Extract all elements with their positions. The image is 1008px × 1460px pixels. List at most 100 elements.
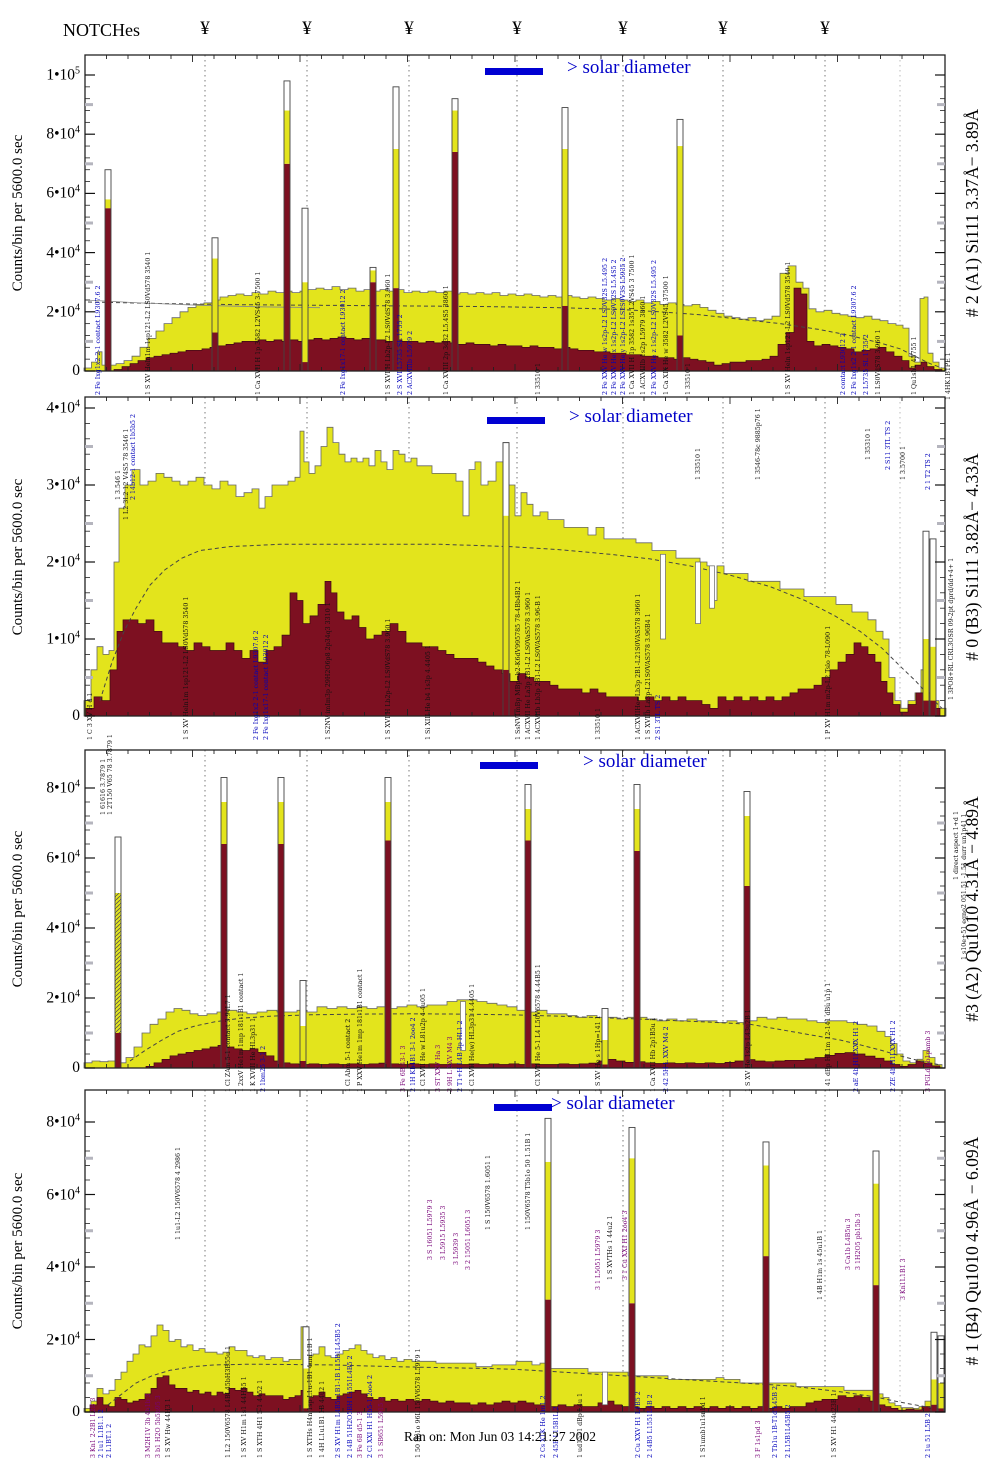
line-annotation: 1 P XV H1m m2p-L2 Tslo 78-L090 1	[825, 626, 832, 740]
line-annotation: 1 33510 1	[595, 708, 602, 740]
ytick-label: 2•104	[46, 552, 80, 571]
ytick-exponent: 4	[75, 243, 80, 255]
line-annotation: 1 35310 1	[865, 428, 872, 460]
spike-core	[634, 851, 640, 1068]
notch-yen-symbol: ¥	[404, 18, 414, 39]
spike-core	[452, 151, 458, 371]
spike-mid	[300, 1026, 306, 1061]
notch-yen-symbol: ¥	[820, 18, 830, 39]
line-annotation: 1 3546-78c 9885p76 1	[755, 408, 762, 480]
line-annotation: 2 Fe Ixg1x17-1 contact L93012 2	[263, 635, 270, 740]
ytick-exponent: 5	[75, 65, 80, 77]
line-annotation: 1 S XV He s 1Hp=141 1	[595, 1015, 602, 1092]
line-annotation: 3 9H L XXV M4 3	[447, 1036, 454, 1092]
spike-mid	[221, 802, 227, 844]
line-annotation: 1 S XVIIb La3p-L21S0VAS578 3.96B4 1	[645, 613, 652, 740]
line-annotation: 3 Ca1b L4B5u 3	[845, 1218, 852, 1270]
spike-mid	[763, 1165, 769, 1257]
panel-4-dark-histogram	[89, 1375, 939, 1413]
spike-mid	[525, 809, 531, 841]
spike-tip	[562, 107, 568, 149]
spike-tip	[221, 777, 227, 802]
line-annotation: 1 L2 3L2 12 V4S5 78 3546 1	[123, 429, 130, 520]
ytick-label: 3•104	[46, 475, 80, 494]
line-annotation: 1 Si XIII He b4 1s3p 4.4405 1	[425, 645, 432, 740]
notch-yen-symbol: ¥	[618, 18, 628, 39]
line-annotation: 1 3PO8+RL CRL3OSR 09-2pt dprd/dd+4+ 1	[948, 558, 955, 700]
line-annotation: 1 41 dBp HL1m 12-141 dBu u1p 1	[825, 983, 832, 1092]
line-annotation: 1 S XVTHs 1 44u2 1	[607, 1216, 614, 1280]
spike-mid	[930, 646, 936, 701]
line-annotation: 1 ACXVII He La3p 2B1-L2 LS0VaS578 3.960 …	[525, 592, 532, 740]
line-annotation: 2 contact L93012 2	[840, 333, 847, 395]
line-annotation: 2 45B L15B1L 2	[553, 1406, 560, 1458]
spike-core	[938, 1408, 944, 1412]
line-annotation: 2 S XVI L5735 SL 1735 2	[397, 314, 404, 395]
spike-tip	[284, 80, 290, 111]
ytick-exponent: 4	[75, 475, 80, 487]
spike-core	[115, 1033, 121, 1068]
line-annotation: 3 S 16051 L5979 3	[427, 1199, 434, 1260]
spike-core	[284, 163, 290, 371]
line-annotation: 2 14b12-1 contact 1b5b5 2	[130, 414, 137, 500]
line-annotation: 3 Fe 6B d5-1 3	[357, 1411, 364, 1458]
spike-tip	[923, 531, 929, 639]
spike-tip	[525, 784, 531, 809]
spike-tip	[303, 1326, 309, 1369]
ytick-label: 0	[72, 362, 80, 379]
spike-core	[221, 844, 227, 1068]
ytick-label: 0	[72, 1403, 80, 1420]
spike-core	[370, 282, 376, 371]
panel-2-dashed-curve	[99, 543, 943, 709]
spike-core	[303, 1408, 309, 1412]
line-annotation: 2 Cs XTK He 1m1 2	[540, 1395, 547, 1458]
ytick-exponent: 4	[75, 918, 80, 930]
line-annotation: 2 1u 51 L5B 2	[925, 1413, 932, 1458]
legend-solar-diameter-label: > solar diameter	[583, 751, 707, 772]
line-annotation: 1 S XTHs H4n 1sp L1u-1B1 4unL1B 1	[307, 1337, 314, 1458]
line-annotation: 1 ud1551 dBp L4u 1	[577, 1393, 584, 1458]
line-annotation: 3 b1 H2O 5b5b95 3	[155, 1395, 162, 1458]
line-annotation: 3 1H2O5 pb15b 3	[855, 1213, 862, 1270]
line-annotation: 1 S XV Heln1m 1sp121-L2 LS0Vd578 3540 1	[183, 597, 190, 740]
spike-core	[525, 840, 531, 1068]
ytick-label: 8•104	[46, 1112, 80, 1131]
line-annotation: 2 Tb1u 1B-T1d L45B 2	[772, 1386, 779, 1458]
ytick-exponent: 4	[75, 398, 80, 410]
ytick-label: 8•104	[46, 778, 80, 797]
spike-core	[503, 669, 509, 716]
legend-solar-diameter-label: > solar diameter	[569, 406, 693, 427]
gap-slot	[660, 553, 666, 640]
line-annotation: 1 S XV He 1s2p L43u2B 1	[745, 1009, 752, 1092]
line-annotation: 1 ACXVIIIb 1s2p L5979 3860 1	[640, 296, 647, 395]
ytick-label: 6•104	[46, 183, 80, 202]
line-annotation: 1 Cl XVII He 5-1 L4 L50V6578 4.44B5 1	[535, 964, 542, 1092]
line-annotation: 2 Cl XXI H1 Hb5-1 2oo4 2	[367, 1375, 374, 1458]
ytick-exponent: 4	[75, 1329, 80, 1341]
spike-tip	[931, 1332, 937, 1380]
panel-1-title: # 2 (A1) Si111 3.37Å− 3.89Å	[962, 108, 982, 318]
spike-tip	[602, 1008, 608, 1040]
spike-mid	[677, 146, 683, 336]
spike-tip	[930, 538, 936, 647]
line-annotation: 1 Cl Abm 5-1 contact 2	[345, 1019, 352, 1092]
line-annotation: 3 1 L5051 L5979 3	[595, 1230, 602, 1290]
line-annotation: 2 42 5H L XXV M4 2	[663, 1026, 670, 1092]
spike-mid	[931, 1379, 937, 1405]
spike-tip	[302, 208, 308, 283]
spike-mid	[923, 639, 929, 701]
spike-mid	[105, 199, 111, 209]
spike-mid	[873, 1183, 879, 1286]
line-annotation: 2 L1BT.1 2	[106, 1424, 113, 1458]
y-axis-label: Counts/bin per 5600.0 sec	[10, 134, 26, 292]
spike-tip	[634, 784, 640, 809]
spike-core	[930, 700, 936, 716]
line-annotation: 1 Cl ZAm 5-1 contact 3.94L7 1	[225, 994, 232, 1092]
spike-core	[105, 208, 111, 371]
legend-solar-diameter-bar	[485, 68, 543, 75]
spike-tip	[873, 1151, 879, 1184]
line-annotation: 1 S 150V6578 1.6051 1	[485, 1155, 492, 1230]
ytick-label: 2•104	[46, 1329, 80, 1349]
line-annotation: 3 ST XXV Ha 3	[435, 1045, 442, 1092]
line-annotation: 1 Ca XVIII 2p 3d32 L5.4S5 3860 1	[443, 285, 450, 395]
